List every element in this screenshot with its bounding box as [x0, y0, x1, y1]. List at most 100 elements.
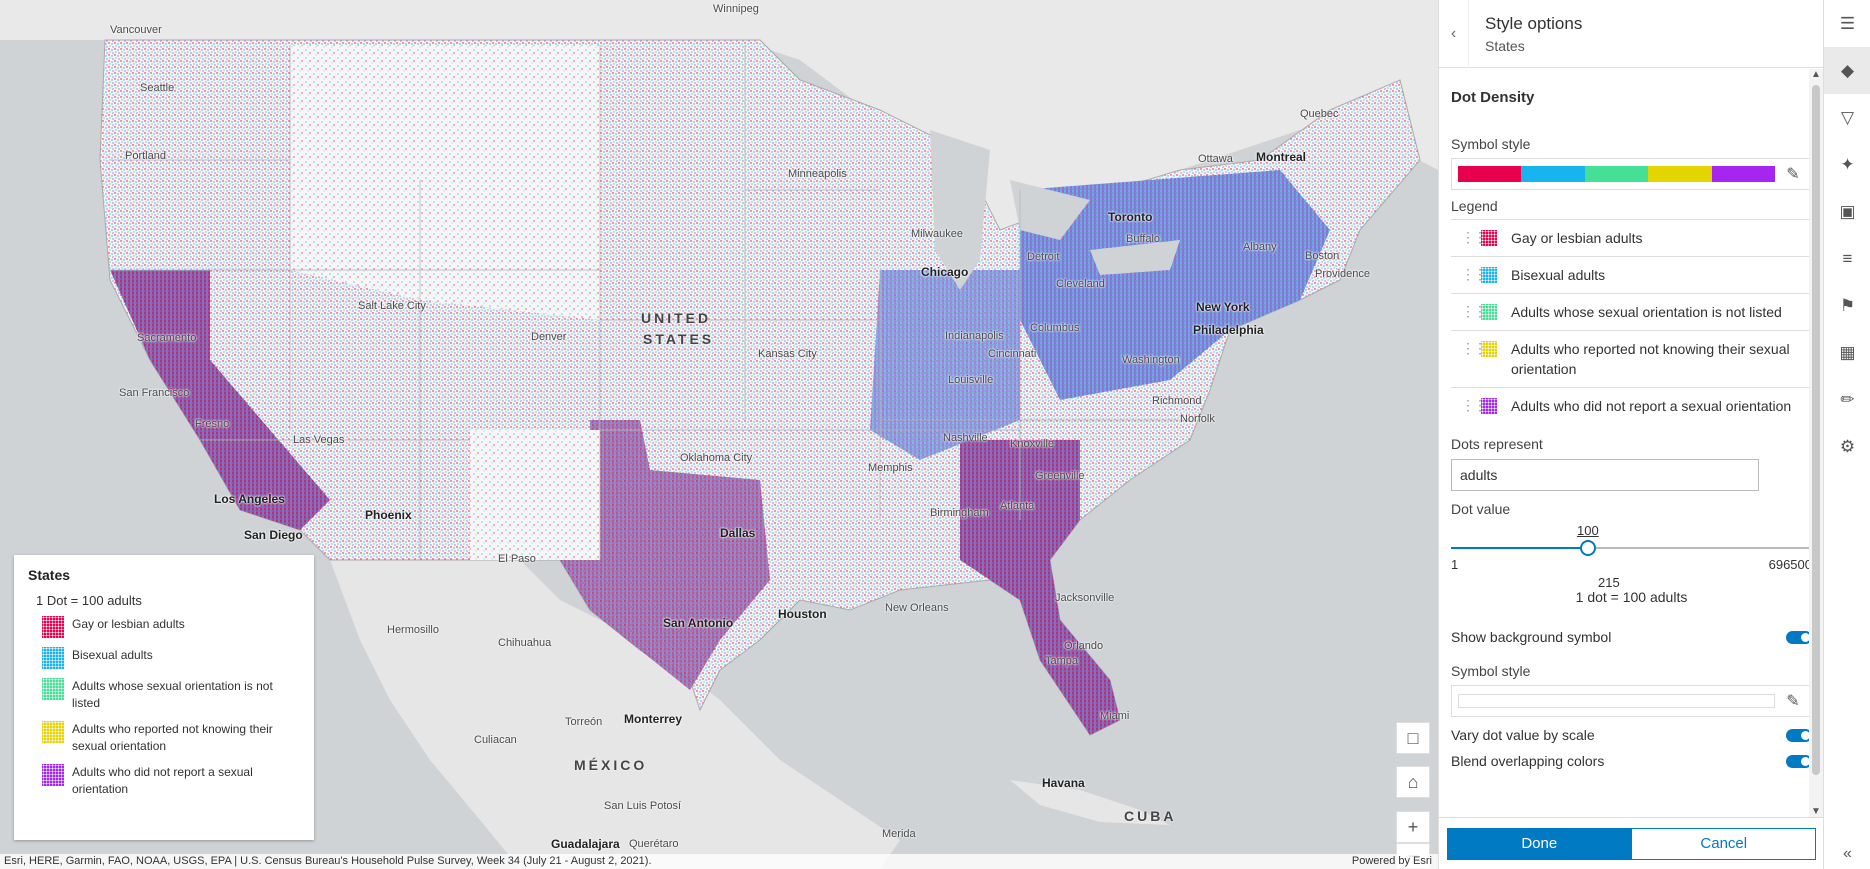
drag-handle-icon[interactable]: ⋮⋮ [1461, 303, 1487, 319]
city-label: Sacramento [137, 332, 197, 344]
map-view[interactable]: Winnipeg Vancouver Seattle Portland Minn… [0, 0, 1438, 869]
city-label: Monterrey [624, 712, 683, 726]
zoom-in-button[interactable]: + [1396, 811, 1430, 843]
filter-icon[interactable]: ▽ [1840, 107, 1855, 127]
city-label: El Paso [498, 553, 536, 565]
city-label: Guadalajara [551, 837, 620, 851]
labels-icon[interactable]: ⚑ [1839, 295, 1856, 315]
legend-list-item[interactable]: ⋮⋮ Adults whose sexual orientation is no… [1451, 294, 1812, 331]
drag-handle-icon[interactable]: ⋮⋮ [1461, 340, 1487, 356]
attribution-text: Esri, HERE, Garmin, FAO, NOAA, USGS, EPA… [4, 855, 652, 867]
swatch-icon[interactable] [1481, 341, 1497, 357]
charts-icon[interactable]: ▦ [1839, 342, 1856, 362]
collapse-icon[interactable]: « [1843, 845, 1852, 862]
city-label: Providence [1315, 268, 1371, 280]
legend-item-label: Adults whose sexual orientation is not l… [72, 679, 273, 710]
right-toolbar: ☰ ◆ ▽ ✦ ▣ ≡ ⚑ ▦ ✏ ⚙ « [1823, 0, 1870, 869]
monitor-icon[interactable]: □ [1396, 722, 1430, 754]
vary-dot-label: Vary dot value by scale [1451, 727, 1595, 743]
sketch-icon[interactable]: ✏ [1840, 389, 1855, 409]
dots-represent-input[interactable] [1451, 459, 1759, 491]
blend-colors-toggle[interactable] [1786, 754, 1812, 768]
city-label: Montreal [1256, 150, 1307, 164]
blend-colors-label: Blend overlapping colors [1451, 753, 1605, 769]
dots-represent-label: Dots represent [1451, 436, 1543, 452]
city-label: San Diego [244, 528, 303, 542]
chevron-up-icon[interactable]: ▲ [1811, 69, 1821, 80]
cancel-button[interactable]: Cancel [1631, 827, 1816, 860]
city-label: Tampa [1045, 655, 1079, 667]
swatch-icon[interactable] [1481, 398, 1497, 414]
city-label: Houston [778, 607, 827, 621]
country-label: MÉXICO [574, 757, 648, 773]
panel-scrollbar[interactable]: ▲ ▼ [1809, 69, 1823, 817]
city-label: Knoxville [1010, 438, 1055, 450]
background-symbol-preview [1458, 694, 1775, 708]
drag-handle-icon[interactable]: ⋮⋮ [1461, 229, 1487, 245]
legend-list-item[interactable]: ⋮⋮ Adults who did not report a sexual or… [1451, 388, 1812, 424]
home-icon[interactable]: ⌂ [1396, 766, 1430, 798]
powered-by[interactable]: Powered by Esri [1351, 855, 1432, 867]
legend-item-label: Gay or lesbian adults [72, 617, 185, 631]
slider-track[interactable] [1451, 547, 1812, 549]
city-label: Richmond [1152, 395, 1202, 407]
city-label: Memphis [868, 462, 913, 474]
city-label: Boston [1305, 250, 1340, 262]
city-label: Havana [1042, 776, 1085, 790]
legend-item: Bisexual adults [42, 647, 300, 669]
city-label: Oklahoma City [680, 452, 753, 464]
legend-label: Legend [1451, 198, 1498, 214]
slider-thumb[interactable] [1580, 540, 1596, 556]
pencil-icon[interactable]: ✎ [1786, 166, 1800, 183]
city-label: Vancouver [110, 24, 162, 36]
city-label: Winnipeg [713, 3, 759, 15]
ramp-segment [1458, 166, 1522, 182]
city-label: Las Vegas [293, 434, 345, 446]
effects-icon[interactable]: ✦ [1840, 154, 1855, 174]
show-background-toggle[interactable] [1786, 630, 1812, 644]
legend-list-item[interactable]: ⋮⋮ Adults who reported not knowing their… [1451, 331, 1812, 388]
symbol-style-picker[interactable]: ✎ [1451, 158, 1812, 190]
legend-subtitle: 1 Dot = 100 adults [36, 593, 142, 608]
dot-value-slider[interactable]: 100 1 696500 215 [1451, 523, 1812, 593]
city-label: Norfolk [1180, 413, 1215, 425]
drag-handle-icon[interactable]: ⋮⋮ [1461, 397, 1487, 413]
city-label: Orlando [1064, 640, 1104, 652]
city-label: Indianapolis [945, 330, 1004, 342]
city-label: Minneapolis [788, 168, 847, 180]
pencil-icon[interactable]: ✎ [1786, 693, 1800, 710]
vary-dot-toggle[interactable] [1786, 728, 1812, 742]
dot-value-label: Dot value [1451, 501, 1511, 517]
configure-icon[interactable]: ⚙ [1839, 436, 1856, 456]
city-label: New Orleans [885, 602, 949, 614]
color-ramp [1458, 166, 1776, 182]
legend-list: ⋮⋮ Gay or lesbian adults ⋮⋮ Bisexual adu… [1451, 219, 1812, 424]
city-label: Portland [125, 150, 166, 162]
background-symbol-picker[interactable]: ✎ [1451, 685, 1812, 717]
drag-handle-icon[interactable]: ⋮⋮ [1461, 266, 1487, 282]
popups-icon[interactable]: ▣ [1839, 201, 1856, 221]
styles-icon[interactable]: ◆ [1824, 47, 1870, 94]
legend-item: Adults who did not report a sexual orien… [42, 764, 300, 798]
legend-item-label: Bisexual adults [72, 648, 153, 662]
swatch-icon[interactable] [1481, 304, 1497, 320]
swatch-icon[interactable] [1481, 230, 1497, 246]
properties-icon[interactable]: ☰ [1839, 13, 1856, 33]
scrollbar-thumb[interactable] [1812, 85, 1820, 775]
chevron-down-icon[interactable]: ▼ [1811, 806, 1821, 817]
swatch-not-knowing [42, 721, 64, 743]
city-label: Chicago [921, 265, 969, 279]
city-label: Toronto [1108, 210, 1153, 224]
swatch-icon[interactable] [1481, 267, 1497, 283]
legend-item-label: Adults who reported not knowing their se… [72, 722, 273, 753]
done-button[interactable]: Done [1447, 827, 1632, 860]
panel-header: ‹ Style options States [1439, 0, 1823, 68]
fields-icon[interactable]: ≡ [1842, 248, 1853, 268]
legend-list-item[interactable]: ⋮⋮ Gay or lesbian adults [1451, 220, 1812, 257]
city-label: San Antonio [663, 616, 734, 630]
city-label: Jacksonville [1055, 592, 1115, 604]
legend-list-item[interactable]: ⋮⋮ Bisexual adults [1451, 257, 1812, 294]
panel-footer: Done Cancel [1439, 817, 1824, 869]
slider-max: 696500 [1768, 557, 1812, 572]
chevron-left-icon[interactable]: ‹ [1439, 0, 1469, 68]
